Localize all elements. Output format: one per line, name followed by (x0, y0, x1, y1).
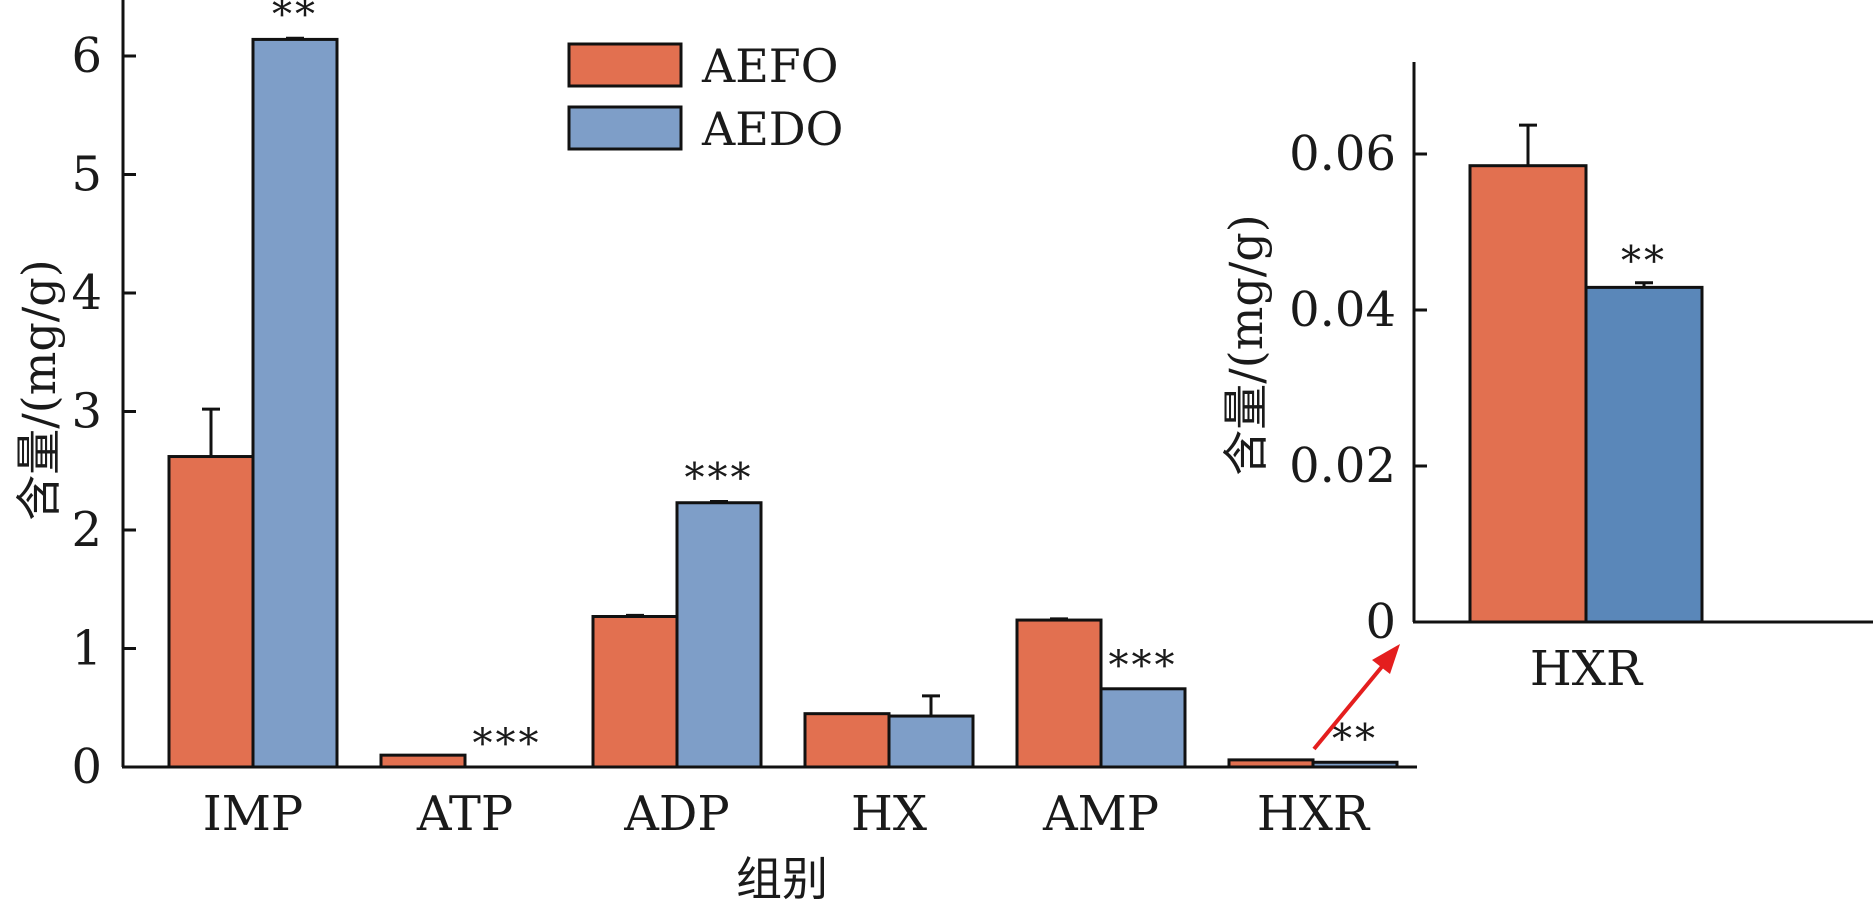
main-y-axis-title: 含量/(mg/g) (12, 259, 66, 520)
significance-label-imp: ** (272, 0, 318, 38)
bar-aefo-adp (591, 615, 679, 769)
x-tick-label-imp: IMP (203, 786, 303, 842)
inset-chart: 0 0.02 0.04 0.06 HXR ** 含量/(mg/g) (1219, 62, 1873, 697)
inset-y-tick-label-0: 0 (1365, 594, 1396, 650)
legend-swatch-aefo (567, 42, 683, 88)
inset-y-tick-label-1: 0.02 (1289, 438, 1396, 494)
bar-aefo-atp (379, 753, 467, 769)
inset-y-tick-label-3: 0.06 (1289, 126, 1396, 182)
bar-aefo-imp (167, 455, 255, 769)
main-bars (167, 37, 1399, 769)
inset-error-bars (1519, 123, 1653, 288)
x-tick-label-hx: HX (851, 786, 927, 842)
x-tick-label-hxr: HXR (1257, 786, 1371, 842)
inset-category-labels: HXR (1530, 641, 1644, 697)
main-y-ticks: 0 1 2 3 4 5 6 (71, 28, 136, 795)
legend-swatch-aedo (567, 105, 683, 151)
bar-aedo-imp (251, 37, 339, 769)
y-tick-label-5: 5 (71, 147, 102, 203)
inset-y-axis-title: 含量/(mg/g) (1219, 214, 1273, 475)
main-x-axis-title: 组别 (736, 852, 828, 906)
inset-pointer-arrow (1312, 644, 1400, 751)
significance-label-hxr: ** (1332, 716, 1378, 762)
y-tick-label-1: 1 (71, 621, 102, 677)
bar-aefo-hx (803, 712, 891, 769)
inset-significance-label: ** (1621, 239, 1667, 285)
main-significance-labels: ************* (272, 0, 1378, 767)
x-tick-label-adp: ADP (623, 786, 729, 842)
inset-y-ticks: 0 0.02 0.04 0.06 (1289, 126, 1427, 650)
bar-aefo-amp (1015, 618, 1103, 769)
inset-bar-aefo (1468, 164, 1588, 624)
legend-label-aedo: AEDO (701, 102, 843, 156)
legend-label-aefo: AEFO (701, 39, 838, 93)
inset-x-tick-label-hxr: HXR (1530, 641, 1644, 697)
bar-aedo-amp (1099, 687, 1187, 769)
inset-significance-labels: ** (1621, 239, 1667, 285)
bar-aedo-adp (675, 501, 763, 769)
x-tick-label-amp: AMP (1042, 786, 1159, 842)
bar-aedo-hx (887, 714, 975, 769)
inset-bars (1468, 164, 1704, 624)
inset-y-tick-label-2: 0.04 (1289, 282, 1396, 338)
main-error-bars (202, 36, 1068, 717)
y-tick-label-3: 3 (71, 384, 102, 440)
significance-label-atp: *** (473, 721, 542, 767)
x-tick-label-atp: ATP (416, 786, 513, 842)
y-tick-label-6: 6 (71, 28, 102, 84)
significance-label-adp: *** (685, 456, 754, 502)
legend: AEFO AEDO (567, 39, 843, 156)
y-tick-label-2: 2 (71, 502, 102, 558)
significance-label-amp: *** (1109, 643, 1178, 689)
main-category-labels: IMP ATP ADP HX AMP HXR (203, 786, 1371, 842)
y-tick-label-4: 4 (71, 265, 102, 321)
y-tick-label-0: 0 (71, 739, 102, 795)
inset-bar-aedo (1584, 285, 1704, 624)
